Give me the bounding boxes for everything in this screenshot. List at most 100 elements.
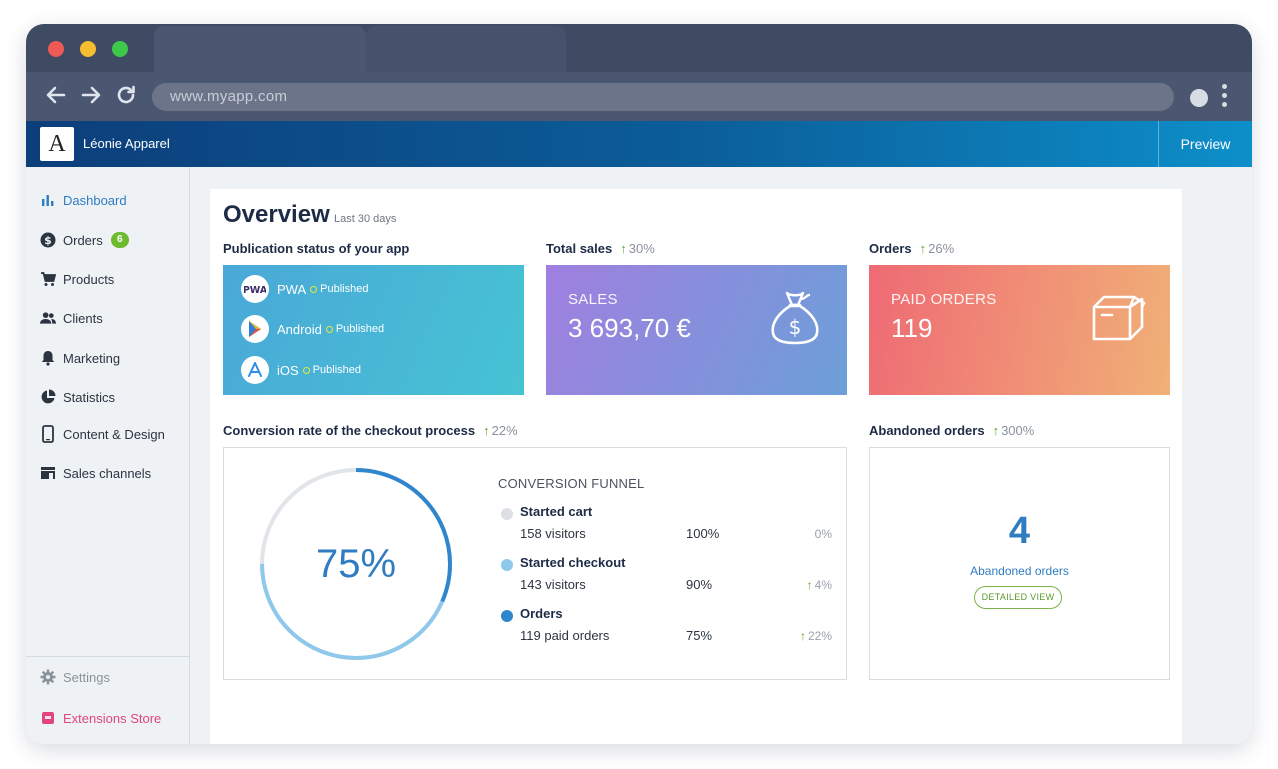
platform-name: Android (277, 321, 322, 337)
step-trend-value: 0% (814, 527, 832, 541)
sidebar-item-marketing[interactable]: Marketing (40, 348, 120, 368)
reload-icon[interactable] (114, 83, 138, 107)
store-icon (40, 465, 56, 481)
close-window-button[interactable] (48, 41, 64, 57)
abandoned-label: Abandoned orders (970, 564, 1069, 578)
period-label: Last 30 days (334, 213, 397, 225)
app-store-icon (241, 356, 269, 384)
abandoned-heading-text: Abandoned orders (869, 423, 985, 438)
status-dot (302, 366, 310, 374)
browser-window: www.myapp.com A Léonie Apparel Preview D… (26, 24, 1252, 744)
sales-label: SALES (568, 291, 618, 308)
step-name: Orders (520, 606, 563, 621)
sales-trend: ↑ 30% (620, 241, 655, 256)
sidebar-divider (26, 656, 189, 657)
arrow-up-icon: ↑ (992, 423, 1000, 438)
total-sales-heading-text: Total sales (546, 241, 613, 256)
publication-heading-text: Publication status of your app (223, 241, 410, 256)
step-dot (501, 508, 513, 520)
sidebar-item-statistics[interactable]: Statistics (40, 387, 115, 407)
detailed-view-button[interactable]: DETAILED VIEW (974, 586, 1062, 609)
conversion-heading: Conversion rate of the checkout process ↑… (223, 423, 518, 438)
sidebar-item-label: Extensions Store (63, 710, 162, 726)
arrow-up-icon: ↑ (799, 629, 806, 643)
bar-chart-icon (40, 192, 56, 208)
google-play-icon (241, 315, 269, 343)
step-trend-value: 4% (814, 578, 832, 592)
conversion-trend: ↑ 22% (483, 423, 518, 438)
sidebar-item-label: Marketing (63, 350, 121, 366)
sidebar-item-label: Content & Design (63, 426, 165, 442)
abandoned-trend-value: 300% (1001, 423, 1035, 438)
brand-logo[interactable]: A (40, 127, 74, 161)
sales-value: 3 693,70 € (568, 313, 691, 343)
abandoned-heading: Abandoned orders ↑ 300% (869, 423, 1034, 438)
phone-icon (40, 425, 56, 443)
ring-progress-dark (260, 468, 452, 660)
money-bag-icon: $ (771, 291, 819, 345)
orders-heading-text: Orders (869, 241, 912, 256)
back-arrow-icon[interactable] (44, 83, 68, 107)
svg-text:$: $ (789, 315, 802, 339)
orders-count-badge: 6 (110, 232, 129, 248)
sidebar-item-dashboard[interactable]: Dashboard (40, 190, 127, 210)
sidebar-item-extensions-store[interactable]: Extensions Store (40, 708, 161, 728)
brand-name: Léonie Apparel (83, 136, 170, 151)
publication-heading: Publication status of your app (223, 241, 409, 256)
sidebar-item-content-design[interactable]: Content & Design (40, 424, 165, 444)
extension-store-icon (40, 710, 56, 726)
sidebar-item-clients[interactable]: Clients (40, 308, 103, 328)
platform-name: iOS (277, 362, 299, 378)
conversion-ring (260, 468, 452, 660)
svg-text:$: $ (44, 234, 52, 247)
preview-button[interactable]: Preview (1158, 121, 1252, 167)
total-sales-heading: Total sales ↑ 30% (546, 241, 655, 256)
arrow-up-icon: ↑ (620, 241, 627, 256)
platform-status: Published (335, 323, 385, 335)
browser-toolbar: www.myapp.com (26, 72, 1252, 121)
main-content: Overview Last 30 days Publication status… (210, 189, 1182, 744)
status-dot (310, 285, 318, 293)
cart-icon (40, 271, 56, 287)
publication-status-card[interactable]: PWA PWA Published Android Published iOS … (223, 265, 524, 395)
status-dot (325, 325, 333, 333)
arrow-up-icon: ↑ (919, 241, 927, 256)
page-title: Overview (223, 201, 330, 228)
step-trend: 0% (815, 527, 832, 541)
sidebar-item-label: Settings (63, 669, 110, 685)
address-bar[interactable]: www.myapp.com (152, 83, 1174, 111)
bell-icon (40, 350, 56, 366)
kebab-menu-icon[interactable] (1222, 84, 1228, 110)
step-sub: 158 visitors (520, 526, 586, 541)
platform-name: PWA (277, 281, 307, 297)
forward-arrow-icon[interactable] (79, 83, 103, 107)
pwa-icon: PWA (241, 275, 269, 303)
sidebar-item-settings[interactable]: Settings (40, 667, 110, 687)
step-trend: ↑ 22% (800, 629, 832, 643)
funnel-title: CONVERSION FUNNEL (498, 476, 645, 491)
step-trend: ↑ 4% (807, 578, 832, 592)
abandoned-count: 4 (1008, 510, 1031, 552)
step-dot (501, 559, 513, 571)
browser-tab[interactable] (366, 26, 566, 72)
arrow-up-icon: ↑ (483, 423, 490, 438)
step-sub: 143 visitors (520, 577, 586, 592)
minimize-window-button[interactable] (80, 41, 96, 57)
total-sales-card[interactable]: SALES 3 693,70 € $ (546, 265, 847, 395)
sidebar-item-products[interactable]: Products (40, 269, 114, 289)
sidebar-item-orders[interactable]: $ Orders 6 (40, 230, 129, 250)
browser-tab-active[interactable] (154, 26, 366, 72)
sidebar-item-label: Dashboard (63, 192, 127, 208)
paid-orders-card[interactable]: PAID ORDERS 119 (869, 265, 1170, 395)
abandoned-orders-panel: 4 Abandoned orders DETAILED VIEW (869, 447, 1170, 680)
profile-icon[interactable] (1190, 89, 1208, 107)
paid-orders-label: PAID ORDERS (891, 291, 997, 308)
app-header: A Léonie Apparel Preview (26, 121, 1252, 167)
maximize-window-button[interactable] (112, 41, 128, 57)
sidebar-item-sales-channels[interactable]: Sales channels (40, 463, 151, 483)
platform-android: Android Published (241, 315, 384, 343)
platform-pwa: PWA PWA Published (241, 275, 368, 303)
sales-trend-value: 30% (628, 241, 655, 256)
conversion-panel: 75% CONVERSION FUNNEL Started cart 158 v… (223, 447, 847, 680)
step-name: Started cart (520, 504, 593, 519)
